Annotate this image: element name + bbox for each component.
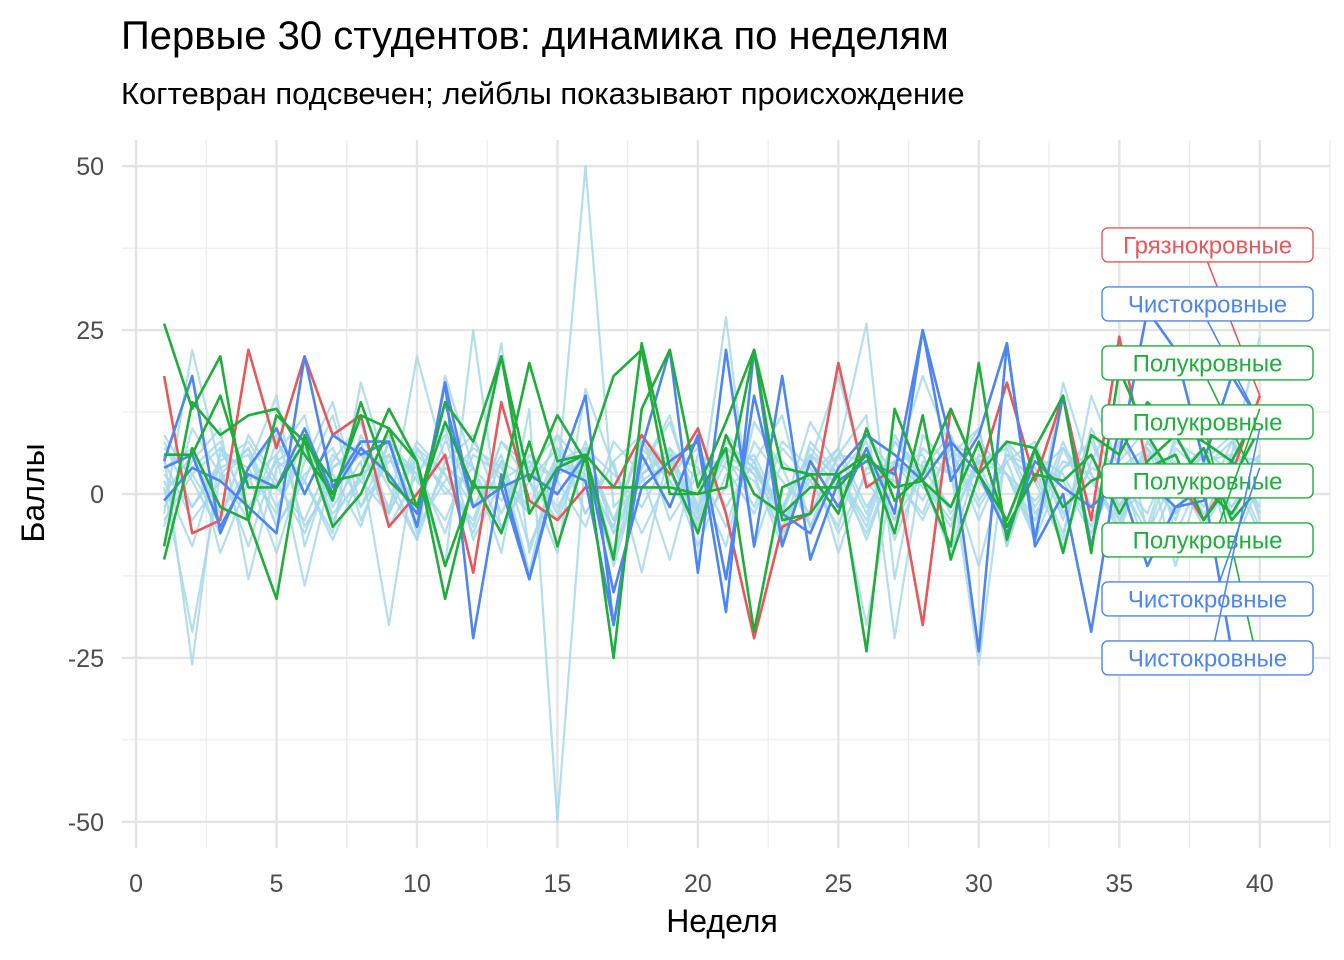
x-tick-label: 30 <box>965 870 993 898</box>
y-tick-label: 0 <box>90 481 104 509</box>
chart-subtitle: Когтевран подсвечен; лейблы показывают п… <box>121 76 965 111</box>
end-label-text: Полукровные <box>1133 527 1283 554</box>
x-tick-label: 20 <box>684 870 712 898</box>
y-tick-label: 50 <box>76 153 104 181</box>
x-tick-label: 5 <box>270 870 284 898</box>
end-labels: Грязнокровные Чистокровные Полукровные Полу… <box>1101 227 1314 676</box>
end-label-text: Чистокровные <box>1128 291 1287 318</box>
end-label-text: Полукровные <box>1133 468 1283 495</box>
series-line <box>162 309 1261 640</box>
end-label-text: Чистокровные <box>1128 645 1287 672</box>
end-label-box <box>1101 227 1314 263</box>
x-tick-label: 15 <box>544 870 572 898</box>
label-leader-line <box>1206 428 1261 676</box>
end-label-box <box>1101 404 1314 440</box>
x-axis-title: Неделя <box>666 903 778 939</box>
y-tick-label: -25 <box>68 645 104 673</box>
chart-title: Первые 30 студентов: динамика по неделям <box>121 14 949 58</box>
axes: 0 5 10 15 20 25 30 35 40 50 25 0 -25 -50 <box>68 153 1274 898</box>
end-label-box <box>1101 286 1314 322</box>
highlighted-series <box>162 309 1262 673</box>
y-tick-label: 25 <box>76 317 104 345</box>
series-line <box>164 341 1261 601</box>
end-label-box <box>1101 463 1314 499</box>
end-label-box <box>1101 640 1314 676</box>
x-tick-label: 35 <box>1105 870 1133 898</box>
end-label-box <box>1101 345 1314 381</box>
end-label-text: Полукровные <box>1133 409 1283 436</box>
end-label-text: Чистокровные <box>1128 586 1287 613</box>
y-axis-title: Баллы <box>15 443 51 542</box>
end-label-text: Грязнокровные <box>1123 232 1292 259</box>
x-tick-label: 0 <box>129 870 143 898</box>
end-label-box <box>1101 522 1314 558</box>
x-tick-label: 10 <box>403 870 431 898</box>
end-label-text: Полукровные <box>1133 350 1283 377</box>
x-tick-label: 25 <box>824 870 852 898</box>
x-tick-label: 40 <box>1246 870 1274 898</box>
background-series-line <box>163 315 1261 823</box>
series-line <box>162 348 1261 568</box>
y-tick-label: -50 <box>68 809 104 837</box>
end-label-box <box>1101 581 1314 617</box>
